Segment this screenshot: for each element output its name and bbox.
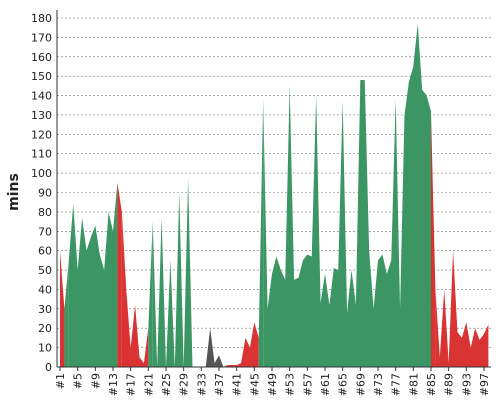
y-tick-label: 150 [31, 70, 52, 83]
x-tick-label: #49 [266, 373, 279, 396]
x-tick-label: #65 [337, 373, 350, 396]
y-tick-label: 110 [31, 148, 52, 161]
y-tick-label: 160 [31, 51, 52, 64]
x-tick-label: #73 [372, 373, 385, 396]
y-tick-label: 180 [31, 12, 52, 25]
area-segment [263, 23, 431, 367]
x-tick-label: #45 [248, 373, 261, 396]
x-tick-label: #33 [195, 373, 208, 396]
y-tick-label: 130 [31, 109, 52, 122]
x-tick-label: #93 [460, 373, 473, 396]
area-segment [227, 322, 259, 367]
y-tick-label: 0 [45, 361, 52, 374]
x-tick-label: #1 [54, 373, 67, 389]
y-tick-label: 140 [31, 90, 52, 103]
y-tick-label: 120 [31, 128, 52, 141]
y-tick-label: 10 [38, 342, 52, 355]
y-tick-label: 50 [38, 264, 52, 277]
x-tick-label: #25 [160, 373, 173, 396]
y-tick-label: 30 [38, 303, 52, 316]
x-tick-label: #85 [425, 373, 438, 396]
y-tick-label: 80 [38, 206, 52, 219]
x-tick-label: #57 [301, 373, 314, 396]
y-tick-label: 90 [38, 187, 52, 200]
x-tick-label: #29 [178, 373, 191, 396]
x-tick-label: #5 [72, 373, 85, 389]
x-tick-label: #89 [443, 373, 456, 396]
area-segment [68, 182, 118, 367]
y-tick-label: 20 [38, 322, 52, 335]
x-tick-label: #41 [231, 373, 244, 396]
y-tick-label: 40 [38, 283, 52, 296]
y-tick-label: 60 [38, 245, 52, 258]
x-tick-label: #77 [390, 373, 403, 396]
y-axis-label: mins [6, 173, 22, 211]
area-connector [117, 182, 122, 367]
x-tick-label: #21 [142, 373, 155, 396]
x-tick-label: #13 [107, 373, 120, 396]
area-connector [258, 99, 264, 367]
x-tick-label: #37 [213, 373, 226, 396]
area-segment [152, 178, 193, 367]
x-tick-label: #61 [319, 373, 332, 396]
x-tick-label: #17 [125, 373, 138, 396]
area-segment [121, 211, 149, 367]
area-connector [148, 221, 153, 367]
area-connector [64, 260, 69, 367]
x-tick-label: #53 [284, 373, 297, 396]
y-tick-label: 100 [31, 167, 52, 180]
area-connector [430, 111, 436, 367]
x-tick-label: #97 [478, 373, 491, 396]
x-tick-label: #9 [89, 373, 102, 389]
x-tick-label: #69 [354, 373, 367, 396]
y-tick-label: 170 [31, 31, 52, 44]
x-tick-label: #81 [407, 373, 420, 396]
area-connector [60, 250, 65, 367]
y-tick-label: 70 [38, 225, 52, 238]
area-segment [435, 250, 489, 367]
area-segment [196, 328, 224, 367]
